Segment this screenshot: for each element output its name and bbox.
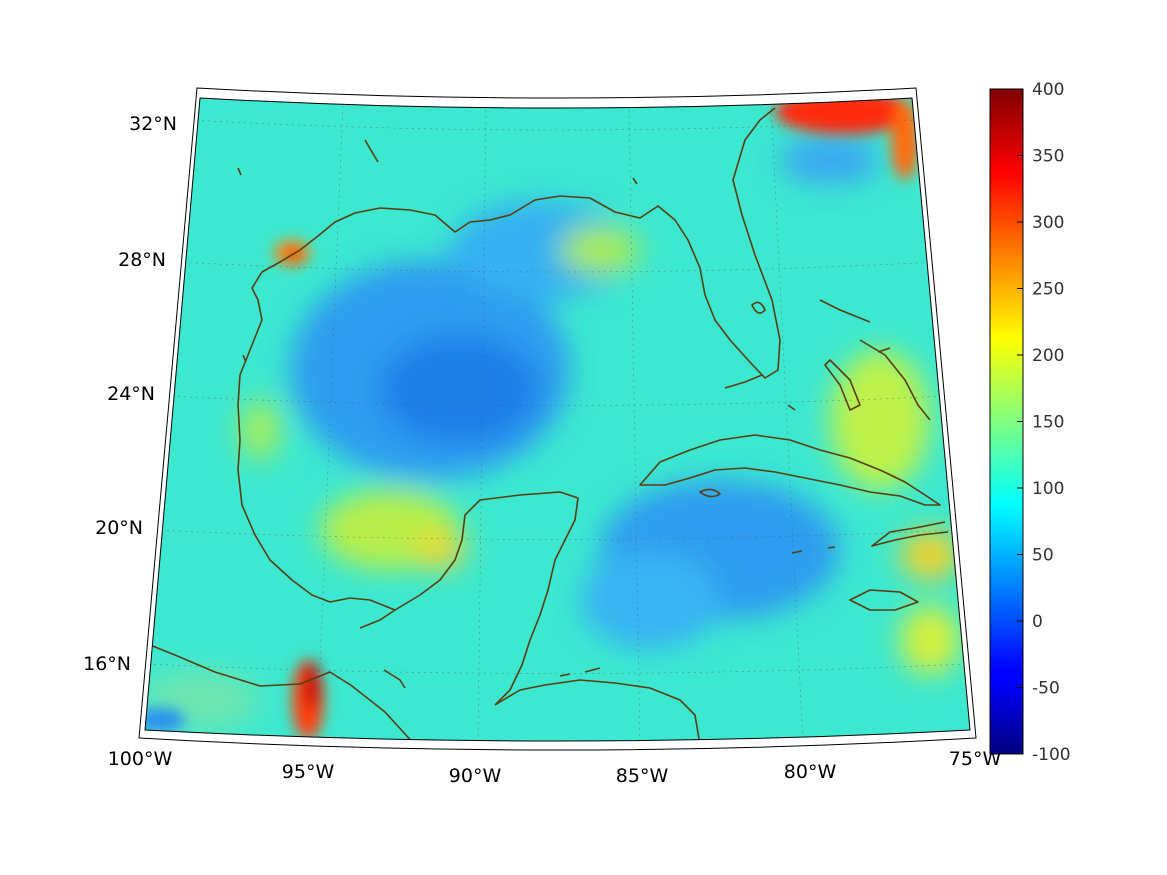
chandeleur-islands (364, 139, 379, 163)
colorbar-tick-label: 0 (1032, 612, 1043, 632)
ne-corner-hotspot-2 (891, 100, 919, 180)
bahamas-chain (819, 299, 931, 421)
honduras-coast (494, 679, 701, 741)
lon-label-95: 95°W (282, 761, 335, 783)
map-frame (144, 97, 971, 742)
texas-coast-high (240, 400, 280, 460)
field-blobs (145, 135, 960, 730)
colorbar-tick-label: 250 (1032, 280, 1064, 300)
gulf-coastline (149, 107, 781, 741)
small-island-d (383, 669, 406, 689)
lake-okeechobee (751, 301, 766, 314)
lon-label-90: 90°W (449, 765, 502, 787)
colorbar-tick-label: 50 (1032, 546, 1054, 566)
central-gulf-low-core (380, 335, 540, 445)
jamaica (849, 589, 919, 611)
sw-corner-blue (145, 708, 185, 732)
colorbar-tick-label: 300 (1032, 213, 1064, 233)
small-island-a (237, 167, 242, 176)
small-island-c (242, 354, 247, 363)
lon-label-75: 75°W (949, 748, 1002, 770)
graticule (147, 99, 967, 741)
cuba (639, 434, 941, 506)
coastlines (149, 107, 949, 741)
lat-label-32: 32°N (129, 113, 177, 135)
bahamas-high (830, 350, 930, 490)
andros-island (824, 359, 861, 411)
small-island-b (632, 177, 638, 185)
isla-juventud (699, 488, 721, 498)
lat-labels: 32°N 28°N 24°N 20°N 16°N (83, 113, 177, 675)
small-island-e (787, 404, 796, 411)
heatmap-field (145, 98, 970, 741)
lat-label-16: 16°N (83, 653, 131, 675)
hispaniola (871, 521, 949, 547)
colorbar-tick-label: 100 (1032, 479, 1064, 499)
colorbar-tick-label: -50 (1032, 679, 1060, 699)
colorbar-ticks: 400 350 300 250 200 150 100 50 0 -50 -100 (1017, 80, 1071, 765)
colorbar-tick-label: 350 (1032, 147, 1064, 167)
lat-label-24: 24°N (107, 383, 155, 405)
lon-label-100: 100°W (108, 748, 173, 770)
caribbean-low-2 (580, 550, 720, 650)
lon-label-80: 80°W (784, 761, 837, 783)
yucatan-bay-high (415, 530, 465, 570)
atlantic-low (780, 135, 880, 185)
colorbar-tick-label: -100 (1032, 745, 1071, 765)
lon-label-85: 85°W (616, 765, 669, 787)
lat-label-28: 28°N (118, 249, 166, 271)
se-caribbean-high (900, 605, 960, 675)
windward-high (900, 530, 960, 580)
southeast-gulf-high (560, 225, 640, 275)
colorbar-tick-label: 400 (1032, 80, 1064, 100)
cayman-islands (791, 546, 836, 554)
lat-label-20: 20°N (95, 517, 143, 539)
colorbar: 400 350 300 250 200 150 100 50 0 -50 -100 (989, 80, 1071, 765)
bay-islands (559, 667, 601, 677)
tehuantepec-hotspot-core (304, 660, 320, 710)
florida-keys (724, 374, 763, 389)
map-frame-outer (138, 87, 977, 751)
gulf-north-low (450, 200, 630, 300)
colorbar-tick-label: 200 (1032, 346, 1064, 366)
lon-labels: 100°W 95°W 90°W 85°W 80°W 75°W (108, 748, 1002, 787)
colorbar-tick-label: 150 (1032, 413, 1064, 433)
